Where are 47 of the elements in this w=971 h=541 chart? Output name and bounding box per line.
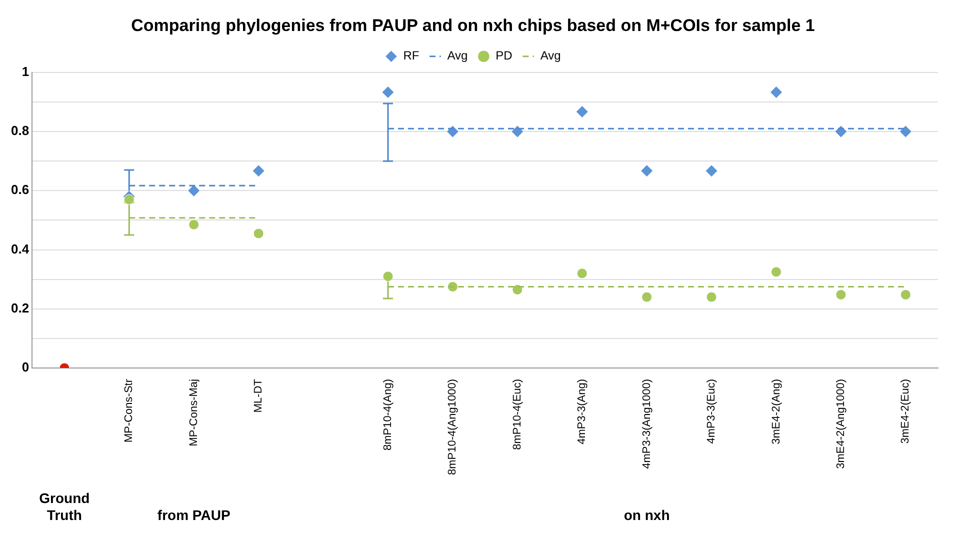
point	[446, 125, 459, 138]
text: on nxh	[624, 506, 670, 523]
point	[252, 164, 265, 178]
x-tick-label: 4mP3-3(Euc)	[706, 378, 718, 444]
x-tick-label: 3mE4-2(Ang)	[770, 378, 782, 444]
point	[706, 292, 717, 302]
point	[770, 266, 782, 278]
point	[642, 292, 652, 302]
x-tick-label: MP-Cons-Maj	[188, 378, 200, 446]
y-tick-label: 0	[22, 360, 30, 375]
x-tick-label: 3mE4-2(Euc)	[900, 378, 912, 444]
chart-title: Comparing phylogenies from PAUP and on nxh chips based on M+COIs for sample 1	[131, 16, 815, 35]
x-tick-label: 8mP10-4(Ang1000)	[446, 378, 459, 476]
point	[382, 271, 394, 282]
y-tick-label: 1	[22, 64, 30, 79]
point	[511, 125, 524, 138]
point	[705, 164, 718, 178]
point	[124, 194, 134, 205]
text: from PAUP	[157, 506, 230, 523]
point	[836, 289, 846, 300]
legend-label: RF	[403, 48, 420, 63]
legend-label: PD	[496, 48, 513, 63]
point	[770, 86, 782, 98]
x-tick-label: ML-DT	[252, 378, 265, 413]
point	[899, 125, 912, 138]
point	[512, 284, 523, 295]
point	[900, 289, 911, 300]
legend-label: Avg	[540, 48, 561, 63]
x-tick-label: 4mP3-3(Ang)	[576, 378, 588, 444]
point	[253, 228, 264, 239]
point	[188, 184, 200, 197]
x-tick-label: MP-Cons-Str	[123, 378, 136, 443]
point	[640, 164, 654, 178]
x-tick-label: 3mE4-2(Ang1000)	[834, 378, 847, 469]
y-tick-label: 0.4	[10, 241, 30, 256]
point	[188, 219, 200, 230]
x-tick-label: 8mP10-4(Euc)	[511, 378, 524, 450]
text: Ground Truth	[39, 490, 90, 523]
y-tick-label: 0.6	[10, 182, 30, 198]
y-tick-label: 0.8	[10, 123, 30, 138]
point	[382, 86, 394, 98]
point	[576, 105, 588, 118]
legend-label: Avg	[447, 48, 468, 63]
y-tick-label: 0.2	[10, 300, 30, 316]
x-tick-label: 8mP10-4(Ang)	[382, 378, 394, 451]
x-tick-label: 4mP3-3(Ang1000)	[640, 378, 653, 469]
point	[576, 268, 588, 279]
